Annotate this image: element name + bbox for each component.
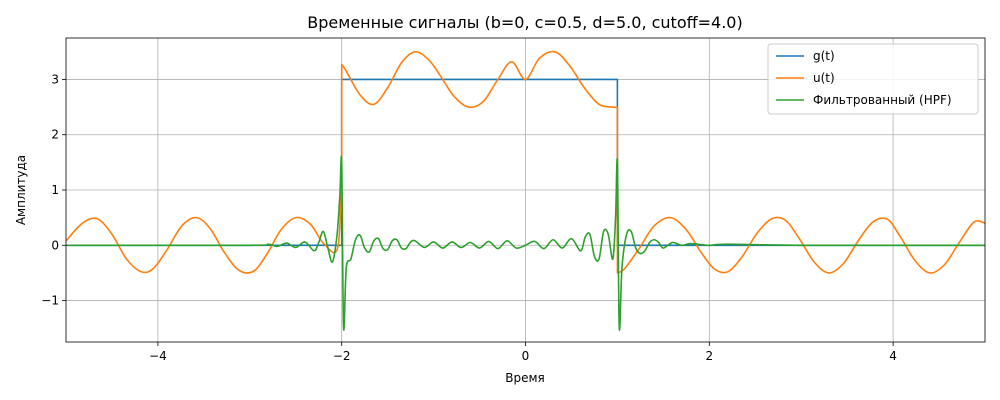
y-tick-label: −1 — [41, 294, 59, 308]
y-axis-label: Амплитуда — [14, 155, 28, 225]
x-tick-label: −2 — [333, 349, 351, 363]
series-line-2 — [66, 50, 985, 274]
x-tick-label: −4 — [149, 349, 167, 363]
ticks: −4 −2 0 2 4 −1 0 1 2 3 — [41, 72, 897, 363]
legend-box — [767, 43, 979, 115]
x-axis-label: Время — [505, 371, 545, 385]
y-tick-label: 2 — [51, 128, 59, 142]
series-line-3 — [66, 155, 985, 331]
plot-series — [66, 50, 985, 331]
y-tick-label: 0 — [51, 238, 59, 252]
legend-label: Фильтрованный (HPF) — [813, 93, 952, 107]
series-line-1 — [66, 78, 985, 247]
y-tick-label: 3 — [51, 72, 59, 86]
y-tick-label: 1 — [51, 183, 59, 197]
legend-label: u(t) — [813, 71, 835, 85]
legend-label: g(t) — [813, 49, 835, 63]
x-tick-label: 4 — [889, 349, 897, 363]
legend: g(t) u(t) Фильтрованный (HPF) — [767, 43, 979, 115]
x-tick-label: 0 — [522, 349, 530, 363]
chart-title: Временные сигналы (b=0, c=0.5, d=5.0, cu… — [307, 13, 742, 32]
x-tick-label: 2 — [705, 349, 713, 363]
